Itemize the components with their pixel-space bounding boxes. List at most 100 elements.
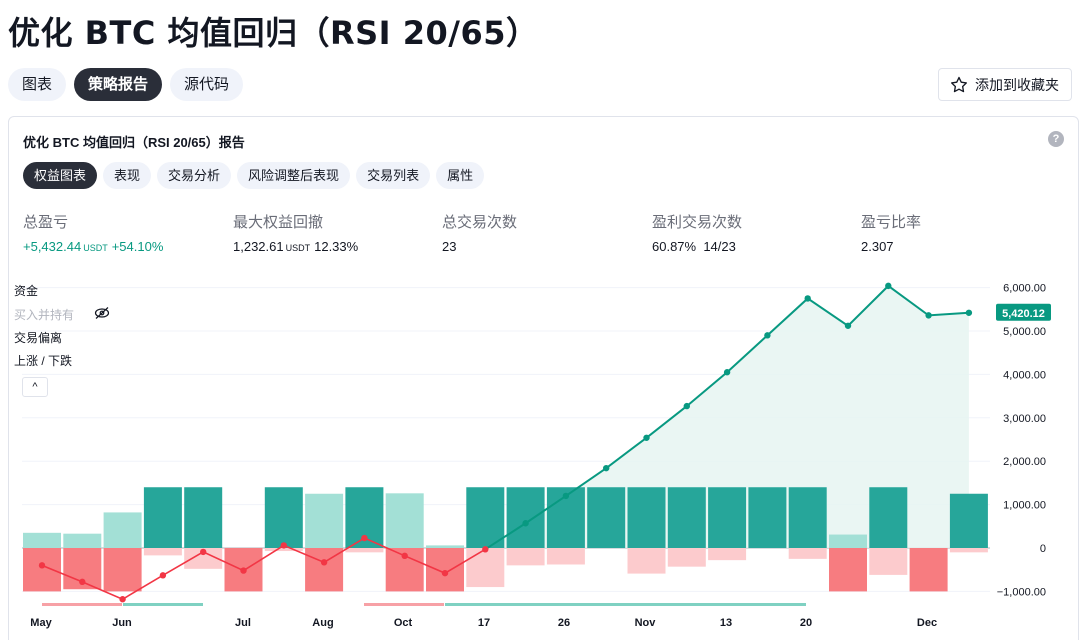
stat-total-trades: 总交易次数 23	[442, 211, 517, 254]
run-up-bar	[385, 493, 424, 548]
star-icon	[951, 76, 967, 92]
run-up-bar	[949, 493, 988, 548]
run-up-bar	[264, 487, 303, 548]
legend-trade-excursion[interactable]: 交易偏离	[14, 331, 63, 345]
equity-point	[723, 369, 731, 376]
eye-hidden-icon[interactable]	[94, 306, 110, 320]
x-tick-label: Jul	[235, 617, 251, 629]
y-tick-label: 4,000.00	[1003, 369, 1046, 381]
add-to-favorites-button[interactable]: 添加到收藏夹	[938, 68, 1072, 101]
tab-strategy-report[interactable]: 策略报告	[74, 68, 163, 101]
run-up-bar	[184, 487, 223, 548]
legend-buy-hold[interactable]: 买入并持有	[14, 308, 75, 322]
run-up-bar	[587, 487, 626, 548]
equity-point	[965, 309, 973, 316]
x-tick-label: Nov	[635, 617, 657, 629]
collapse-legend-button[interactable]: ^	[22, 377, 48, 397]
tab-properties[interactable]: 属性	[436, 162, 485, 189]
equity-point	[79, 578, 86, 586]
timeline-loss-band	[364, 603, 444, 606]
tab-chart[interactable]: 图表	[8, 68, 67, 101]
x-tick-label: May	[30, 617, 52, 629]
equity-point	[401, 552, 408, 560]
drawdown-bar	[23, 548, 61, 592]
stat-value: 23	[442, 239, 457, 254]
tab-trade-list[interactable]: 交易列表	[356, 162, 431, 189]
stat-label: 盈亏比率	[861, 214, 922, 231]
run-up-bar	[426, 545, 464, 548]
run-up-bar	[466, 487, 505, 548]
equity-point	[119, 596, 126, 603]
equity-area	[485, 285, 969, 550]
equity-point	[38, 562, 46, 569]
equity-point	[844, 322, 852, 329]
run-up-bar	[869, 487, 908, 548]
legend-equity[interactable]: 资金	[14, 284, 39, 298]
tab-source-code[interactable]: 源代码	[170, 68, 244, 101]
last-value-label: 5,420.12	[1002, 308, 1045, 320]
x-axis: May Jun Jul Aug Oct 17 26 Nov 13 20 Dec	[30, 617, 937, 629]
legend-run-up-drawdown[interactable]: 上涨 / 下跌	[14, 354, 73, 368]
y-tick-label: 6,000.00	[1003, 283, 1046, 295]
y-tick-label: −1,000.00	[997, 586, 1046, 598]
last-value-badge	[996, 303, 1051, 321]
report-title: 优化 BTC 均值回归（RSI 20/65）报告	[23, 135, 245, 150]
drawdown-bar	[869, 548, 908, 575]
equity-point	[240, 567, 247, 574]
run-up-bar	[506, 487, 545, 548]
stat-label: 总交易次数	[442, 214, 518, 231]
report-panel: 优化 BTC 均值回归（RSI 20/65）报告 ? 权益图表 表现 交易分析 …	[8, 116, 1079, 640]
y-tick-label: 2,000.00	[1003, 456, 1046, 468]
x-tick-label: 13	[720, 617, 732, 629]
equity-point	[562, 492, 570, 500]
drawdown-bar	[466, 548, 505, 588]
x-tick-label: 20	[800, 617, 812, 629]
run-up-bar	[305, 493, 344, 548]
drawdown-bar	[627, 548, 666, 574]
drawdown-bar	[708, 548, 747, 561]
stat-label: 总盈亏	[23, 214, 69, 231]
stat-value: 2.307	[861, 239, 894, 254]
run-up-bar	[788, 487, 827, 548]
drawdown-bar	[264, 548, 303, 552]
help-icon[interactable]: ?	[1048, 131, 1064, 147]
tab-equity-chart[interactable]: 权益图表	[23, 162, 98, 189]
drawdown-bar	[909, 548, 948, 592]
equity-point	[603, 464, 610, 472]
run-up-bar	[708, 487, 747, 548]
equity-area-fill	[485, 285, 969, 550]
stat-label: 盈利交易次数	[652, 214, 743, 231]
y-tick-label: 0	[1040, 543, 1046, 555]
drawdown-bar	[426, 548, 464, 592]
x-tick-label: Jun	[112, 617, 132, 629]
drawdown-bar	[949, 548, 988, 553]
y-axis: 6,000.00 5,000.00 4,000.00 3,000.00 2,000.00…	[996, 283, 1051, 598]
drawdown-bar	[546, 548, 585, 565]
trade-timeline	[42, 603, 806, 606]
stat-value: 1,232.61 USDT 12.33%	[233, 239, 359, 254]
x-tick-label: 17	[478, 617, 490, 629]
x-tick-label: Aug	[312, 617, 333, 629]
drawdown-bar	[788, 548, 827, 559]
run-up-bar	[829, 534, 867, 548]
run-up-bar	[667, 487, 706, 548]
stat-max-drawdown: 最大权益回撤 1,232.61 USDT 12.33%	[233, 211, 358, 254]
y-tick-label: 5,000.00	[1003, 326, 1046, 338]
y-tick-label: 3,000.00	[1003, 413, 1046, 425]
tab-performance[interactable]: 表现	[103, 162, 152, 189]
stat-net-profit: 总盈亏 +5,432.44 USDT +54.10%	[23, 211, 163, 254]
run-up-bar	[63, 533, 102, 548]
run-up-bar	[103, 512, 142, 548]
stat-profit-factor: 盈亏比率 2.307	[861, 211, 921, 254]
drawdown-bar	[103, 548, 142, 592]
run-up-bar	[627, 487, 666, 548]
equity-point	[159, 572, 167, 579]
drawdown-bar	[667, 548, 706, 567]
equity-point	[804, 295, 811, 302]
tab-risk-adjusted[interactable]: 风险调整后表现	[237, 162, 351, 189]
equity-point	[280, 542, 287, 549]
stat-label: 最大权益回撤	[233, 214, 324, 231]
equity-point	[482, 546, 489, 553]
tab-trade-analysis[interactable]: 交易分析	[157, 162, 232, 189]
